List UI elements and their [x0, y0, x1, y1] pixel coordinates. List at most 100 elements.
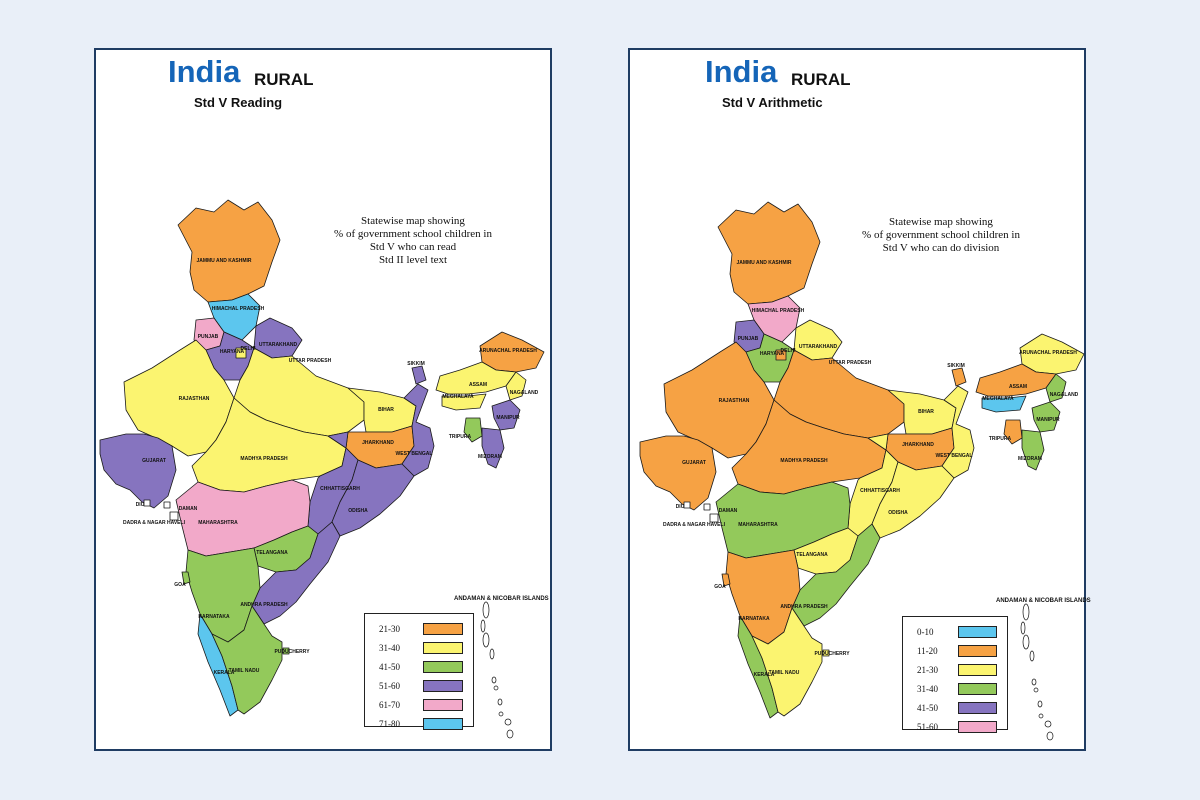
legend-item: 11-20	[917, 642, 997, 659]
state-goa	[721, 573, 731, 587]
state-label: HARYANA	[220, 349, 245, 355]
legend-item: 31-40	[917, 680, 997, 697]
state-jammu-and-kashmir	[717, 201, 821, 305]
state-label: TELANGANA	[796, 552, 828, 558]
state-label: UTTAR PRADESH	[829, 360, 872, 366]
state-jammu-and-kashmir	[177, 199, 281, 303]
state-label: SIKKIM	[407, 361, 425, 367]
state-label: MANIPUR	[1036, 417, 1060, 423]
state-label: TELANGANA	[256, 550, 288, 556]
state-meghalaya	[981, 395, 1027, 413]
legend-label: 61-70	[379, 699, 400, 710]
state-diu	[143, 499, 151, 507]
state-manipur	[1031, 401, 1061, 433]
state-daman	[703, 503, 711, 511]
island	[1031, 678, 1037, 686]
legend-swatch	[422, 698, 463, 711]
legend-item: 61-70	[379, 696, 463, 713]
state-label: JHARKHAND	[362, 440, 394, 446]
state-label: GUJARAT	[682, 460, 706, 466]
island	[482, 601, 490, 619]
island	[1038, 713, 1044, 719]
state-delhi	[235, 347, 247, 359]
state-daman	[163, 501, 171, 509]
state-label: MADHYA PRADESH	[780, 458, 828, 464]
state-label: UTTARAKHAND	[799, 344, 838, 350]
legend-item: 0-10	[917, 623, 997, 640]
legend-label: 71-80	[379, 718, 400, 729]
description-line: Std V who can read	[369, 241, 457, 253]
title-rural: RURAL	[254, 70, 314, 89]
state-gujarat	[99, 433, 177, 509]
state-label: KARNATAKA	[198, 614, 230, 620]
legend: 21-30 31-40 41-50 51-60 61-70 71-80	[364, 613, 474, 730]
legend-swatch	[422, 660, 463, 673]
state-tripura	[1003, 419, 1023, 445]
description-line: % of government school children in	[334, 228, 492, 240]
state-sikkim	[951, 367, 967, 387]
state-label: JAMMU AND KASHMIR	[736, 260, 791, 266]
state-tamil-nadu	[211, 605, 283, 715]
state-label: ARUNACHAL PRADESH	[1019, 350, 1077, 356]
state-label: KARNATAKA	[738, 616, 770, 622]
state-puducherry	[822, 649, 830, 657]
title-india: India	[705, 54, 778, 89]
state-dadra-and-nagar-haveli	[709, 513, 719, 523]
india-map: JAMMU AND KASHMIR HIMACHAL PRADESH PUNJAB U…	[639, 201, 1085, 741]
state-meghalaya	[441, 393, 487, 411]
state-label: MEGHALAYA	[982, 396, 1014, 402]
legend-swatch	[958, 701, 997, 714]
state-layer	[99, 199, 545, 717]
title-india: India	[168, 54, 241, 89]
description-line: Std V who can do division	[882, 242, 1000, 254]
state-label: DIU	[136, 502, 145, 508]
state-label: KERALA	[214, 670, 235, 676]
island	[506, 729, 514, 739]
legend-label: 0-10	[917, 626, 934, 637]
state-label: TRIPURA	[989, 436, 1012, 442]
legend-label: 31-40	[379, 642, 400, 653]
legend-label: 11-20	[917, 645, 938, 656]
andaman-nicobar-islands	[1020, 603, 1054, 741]
state-dadra-and-nagar-haveli	[169, 511, 179, 521]
state-label-layer: JAMMU AND KASHMIR HIMACHAL PRADESH PUNJAB U…	[663, 260, 1079, 678]
legend-swatch	[958, 663, 997, 676]
state-label: JHARKHAND	[902, 442, 934, 448]
state-label: UTTARAKHAND	[259, 342, 298, 348]
description-line: % of government school children in	[862, 229, 1020, 241]
island	[1022, 603, 1030, 621]
state-label: MADHYA PRADESH	[240, 456, 288, 462]
state-label: JAMMU AND KASHMIR	[196, 258, 251, 264]
legend-item: 41-50	[917, 699, 997, 716]
state-label: PUNJAB	[738, 336, 759, 342]
state-odisha	[871, 461, 955, 539]
island	[1020, 621, 1026, 635]
state-label: MAHARASHTRA	[198, 520, 238, 526]
state-label: CHHATTISGARH	[860, 488, 900, 494]
state-label: DAMAN	[719, 508, 738, 514]
state-label: RAJASTHAN	[179, 396, 210, 402]
legend-swatch	[958, 682, 997, 695]
island	[489, 648, 495, 660]
india-map: JAMMU AND KASHMIR HIMACHAL PRADESH PUNJAB U…	[99, 199, 545, 739]
legend-swatch	[958, 720, 997, 733]
island	[491, 676, 497, 684]
islands-label: ANDAMAN & NICOBAR ISLANDS	[996, 598, 1091, 604]
state-west-bengal	[401, 383, 435, 477]
state-label: DADRA & NAGAR HAVELI	[123, 520, 186, 526]
state-label: DELHI	[781, 348, 797, 354]
state-label: PUNJAB	[198, 334, 219, 340]
state-label: ODISHA	[888, 510, 908, 516]
state-label: SIKKIM	[947, 363, 965, 369]
legend-item: 51-60	[379, 677, 463, 694]
state-label: BIHAR	[918, 409, 934, 415]
state-label: ANDHRA PRADESH	[780, 604, 828, 610]
legend-swatch	[958, 625, 997, 638]
state-label: ODISHA	[348, 508, 368, 514]
state-mizoram	[481, 427, 505, 469]
legend-item: 21-30	[379, 620, 463, 637]
state-label: KERALA	[754, 672, 775, 678]
legend-item: 51-60	[917, 718, 997, 735]
andaman-nicobar-islands	[480, 601, 514, 739]
state-label: UTTAR PRADESH	[289, 358, 332, 364]
